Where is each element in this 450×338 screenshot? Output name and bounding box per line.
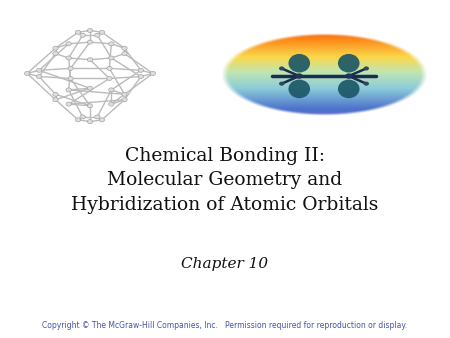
Circle shape [87, 104, 93, 108]
Circle shape [66, 56, 72, 60]
Circle shape [279, 81, 284, 86]
Circle shape [122, 52, 127, 56]
Circle shape [80, 115, 86, 119]
Circle shape [66, 88, 72, 92]
Circle shape [87, 86, 93, 90]
Circle shape [36, 75, 42, 79]
Circle shape [108, 42, 114, 46]
Circle shape [150, 71, 156, 75]
Ellipse shape [338, 54, 360, 72]
Circle shape [75, 118, 81, 122]
Circle shape [107, 66, 112, 70]
Circle shape [53, 92, 58, 96]
Circle shape [53, 46, 58, 50]
Circle shape [122, 46, 127, 50]
Circle shape [53, 52, 58, 56]
Ellipse shape [288, 79, 310, 98]
Circle shape [364, 81, 369, 86]
Circle shape [87, 40, 93, 44]
Circle shape [80, 33, 86, 37]
Circle shape [87, 58, 93, 62]
Circle shape [53, 98, 58, 102]
Circle shape [296, 73, 303, 79]
Circle shape [138, 75, 144, 79]
Circle shape [108, 56, 114, 60]
Circle shape [108, 102, 114, 106]
Circle shape [345, 73, 352, 79]
Circle shape [75, 30, 81, 34]
Circle shape [66, 102, 72, 106]
Circle shape [36, 68, 42, 72]
Circle shape [107, 76, 112, 80]
Circle shape [122, 98, 127, 102]
Text: Chapter 10: Chapter 10 [181, 257, 269, 271]
Circle shape [364, 66, 369, 71]
Text: Copyright © The McGraw-Hill Companies, Inc.   Permission required for reproducti: Copyright © The McGraw-Hill Companies, I… [42, 321, 408, 330]
Circle shape [279, 66, 284, 71]
Circle shape [87, 28, 93, 32]
Circle shape [87, 120, 93, 124]
Ellipse shape [288, 54, 310, 72]
Text: Chemical Bonding II:
Molecular Geometry and
Hybridization of Atomic Orbitals: Chemical Bonding II: Molecular Geometry … [71, 147, 379, 214]
Circle shape [94, 33, 100, 37]
Ellipse shape [338, 79, 360, 98]
Circle shape [99, 118, 105, 122]
Circle shape [24, 71, 30, 75]
Circle shape [122, 92, 127, 96]
Circle shape [68, 76, 73, 80]
Circle shape [99, 30, 105, 34]
Circle shape [138, 68, 144, 72]
Circle shape [66, 42, 72, 46]
Circle shape [108, 88, 114, 92]
Circle shape [68, 66, 73, 70]
Circle shape [94, 115, 100, 119]
